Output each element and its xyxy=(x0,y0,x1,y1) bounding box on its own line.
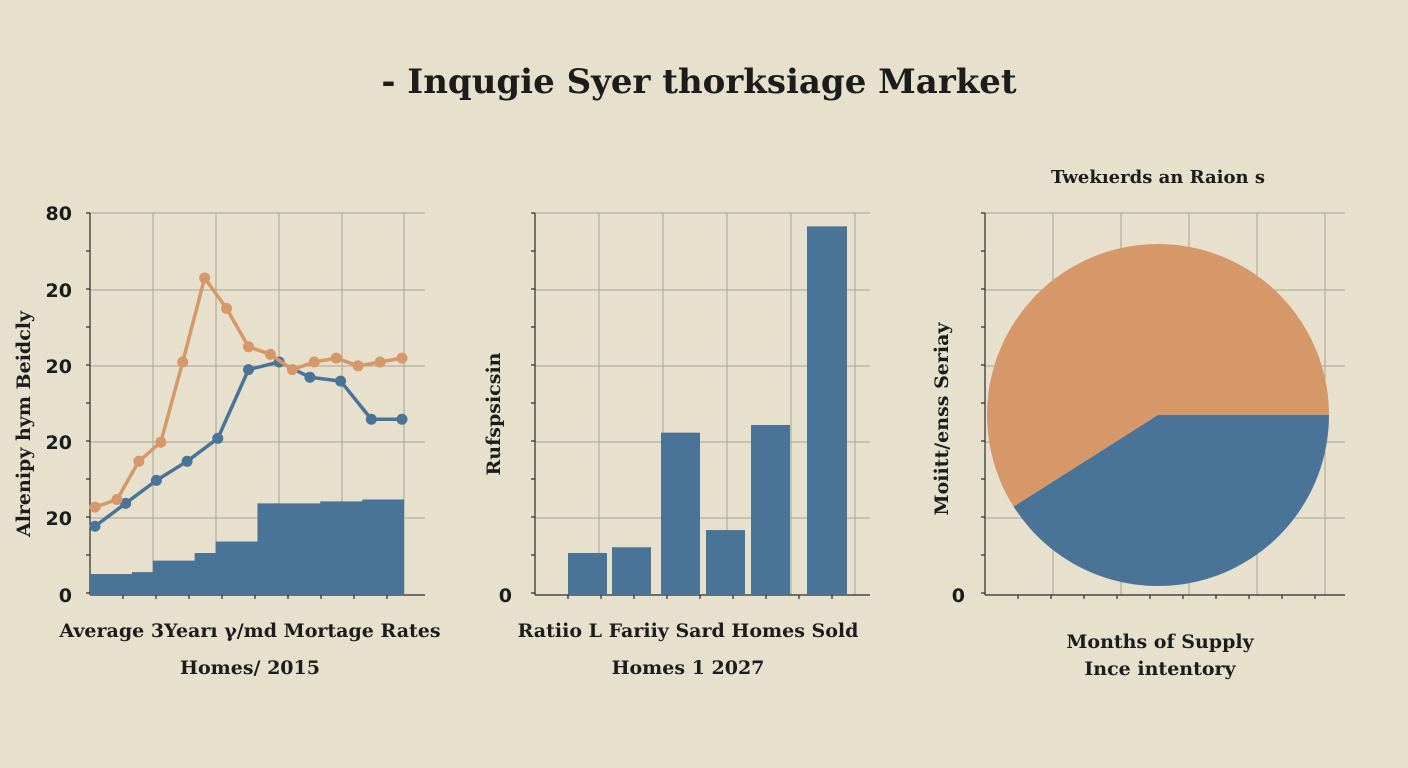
series-1-point xyxy=(335,375,347,387)
series-1-point xyxy=(89,520,101,532)
series-1-point xyxy=(120,497,132,509)
series-2-point xyxy=(177,356,189,368)
series-2-point xyxy=(308,356,320,368)
y-tick-label: 20 xyxy=(46,280,72,302)
x-axis-title: Months of Supply xyxy=(1066,631,1254,653)
x-axis-title: Average 3Yearı γ/md Mortage Rates xyxy=(58,620,440,642)
y-axis-title: Alrenipy hym Beidcly xyxy=(13,310,35,538)
series-1-point xyxy=(150,474,162,486)
y-tick-label: 0 xyxy=(499,585,512,607)
bar-3 xyxy=(661,432,700,595)
pie-title: Twekıerds an Raion s xyxy=(1051,167,1265,188)
y-tick-label: 0 xyxy=(59,585,72,607)
series-2-line xyxy=(94,276,403,509)
series-1-point xyxy=(212,432,224,444)
series-2-point xyxy=(330,352,342,364)
chart-caption: Homes/ 2015 xyxy=(180,657,320,679)
x-axis-title: Ratiio L Fariiy Sard Homes Sold xyxy=(518,620,859,642)
series-2-point xyxy=(352,360,364,372)
area-series xyxy=(90,499,404,595)
series-2-point xyxy=(264,348,276,360)
bar-5 xyxy=(751,425,790,595)
bar-1 xyxy=(568,552,607,595)
y-tick-label: 0 xyxy=(952,585,965,607)
series-1-point xyxy=(304,371,316,383)
series-2-point xyxy=(199,272,211,284)
chart-caption: Homes 1 2027 xyxy=(612,657,765,679)
series-2-point xyxy=(155,436,167,448)
series-1-point xyxy=(181,455,193,467)
series-1-point xyxy=(365,413,377,425)
main-title: - Inqugie Syer thorksiage Market xyxy=(381,62,1017,102)
series-2-point xyxy=(396,352,408,364)
series-2-point xyxy=(111,494,123,505)
series-2-point xyxy=(221,303,233,314)
y-tick-label: 20 xyxy=(46,508,72,530)
pie-slice-2 xyxy=(1013,415,1329,586)
bar-6 xyxy=(807,226,847,595)
pie-slice-1 xyxy=(987,243,1329,507)
y-tick-label: 80 xyxy=(46,203,72,225)
bar-4 xyxy=(706,530,745,595)
series-2-point xyxy=(133,455,145,467)
series-2-point xyxy=(286,364,298,376)
y-axis-title: Rufspsicsin xyxy=(483,352,505,475)
series-2-point xyxy=(374,356,386,368)
y-tick-label: 20 xyxy=(46,432,72,454)
y-axis-title: Moiitt/enss Seriay xyxy=(931,322,953,516)
series-2-point xyxy=(243,341,254,353)
series-1-point xyxy=(243,364,254,376)
chart-caption: Ince intentory xyxy=(1084,658,1236,680)
y-tick-label: 20 xyxy=(46,356,72,378)
bar-2 xyxy=(612,547,651,595)
series-1-point xyxy=(396,413,408,425)
series-2-point xyxy=(89,501,101,513)
